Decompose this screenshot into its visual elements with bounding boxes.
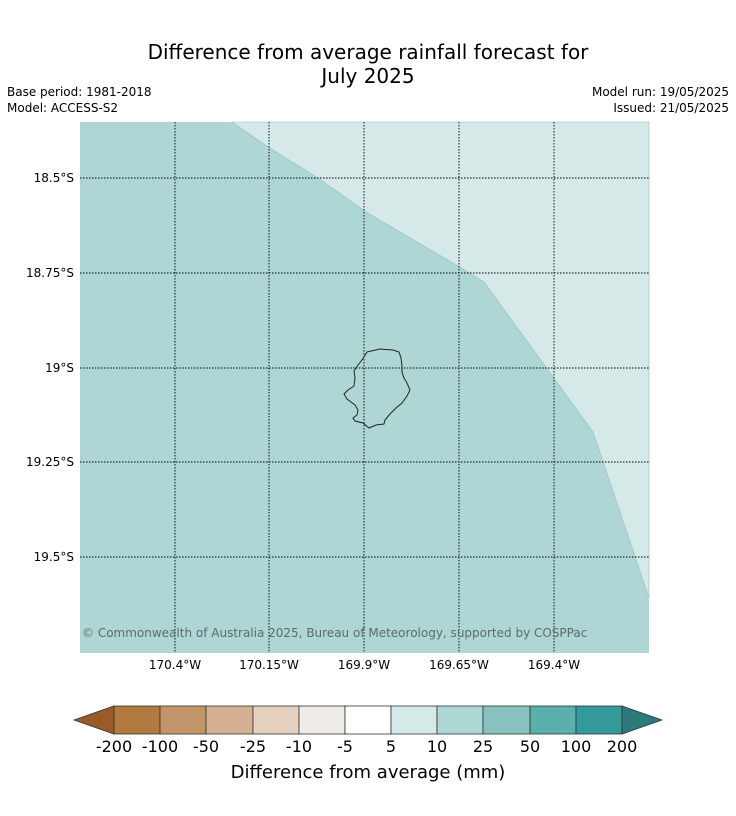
- colorbar-bin-11: [575, 705, 623, 735]
- colorbar-tick: 100: [560, 737, 592, 756]
- colorbar-bin-7: [390, 705, 438, 735]
- copyright-notice: © Commonwealth of Australia 2025, Bureau…: [82, 626, 588, 640]
- colorbar: [72, 705, 664, 735]
- colorbar-tick: -100: [141, 737, 179, 756]
- colorbar-tick: -200: [95, 737, 133, 756]
- lat-label-19-5: 19.5°S: [33, 550, 74, 564]
- chart-title-line1: Difference from average rainfall forecas…: [147, 40, 589, 64]
- colorbar-high-triangle: [621, 705, 664, 735]
- lon-label-169-65: 169.65°W: [429, 658, 489, 672]
- colorbar-bin-2: [159, 705, 207, 735]
- colorbar-tick: -50: [192, 737, 220, 756]
- colorbar-tick: -5: [337, 737, 353, 756]
- chart-title-line2: July 2025: [321, 64, 415, 88]
- colorbar-low-triangle: [72, 705, 115, 735]
- lat-label-18-75: 18.75°S: [26, 266, 74, 280]
- info-left: Base period: 1981-2018 Model: ACCESS-S2: [7, 84, 152, 116]
- lon-label-169-9: 169.9°W: [337, 658, 391, 672]
- colorbar-bin-5: [298, 705, 346, 735]
- lon-label-169-4: 169.4°W: [527, 658, 581, 672]
- colorbar-tick: 5: [385, 737, 397, 756]
- lat-label-19: 19°S: [45, 361, 74, 375]
- island-outline: [343, 348, 411, 429]
- graticule: [80, 122, 649, 653]
- region-10-25: [231, 121, 650, 599]
- colorbar-tick: -25: [239, 737, 267, 756]
- lon-label-170-15: 170.15°W: [239, 658, 299, 672]
- colorbar-bin-8: [436, 705, 484, 735]
- colorbar-tick: 10: [426, 737, 448, 756]
- map-area: [80, 121, 650, 653]
- lat-label-18-5: 18.5°S: [33, 171, 74, 185]
- info-right: Model run: 19/05/2025 Issued: 21/05/2025: [592, 84, 729, 116]
- colorbar-tick: 25: [472, 737, 494, 756]
- colorbar-title: Difference from average (mm): [230, 762, 506, 783]
- issued-text: Issued: 21/05/2025: [613, 101, 729, 115]
- colorbar-bin-6: [344, 705, 392, 735]
- model-run-text: Model run: 19/05/2025: [591, 85, 729, 99]
- model-text: Model: ACCESS-S2: [7, 101, 119, 115]
- colorbar-bin-9: [482, 705, 531, 735]
- colorbar-bin-10: [529, 705, 577, 735]
- base-period-text: Base period: 1981-2018: [7, 85, 152, 99]
- colorbar-bin-3: [205, 705, 254, 735]
- lon-label-170-4: 170.4°W: [148, 658, 202, 672]
- colorbar-bin-4: [252, 705, 300, 735]
- colorbar-tick: 200: [606, 737, 638, 756]
- colorbar-bin-1: [113, 705, 161, 735]
- colorbar-tick: 50: [519, 737, 541, 756]
- lat-label-19-25: 19.25°S: [26, 455, 74, 469]
- colorbar-tick: -10: [285, 737, 313, 756]
